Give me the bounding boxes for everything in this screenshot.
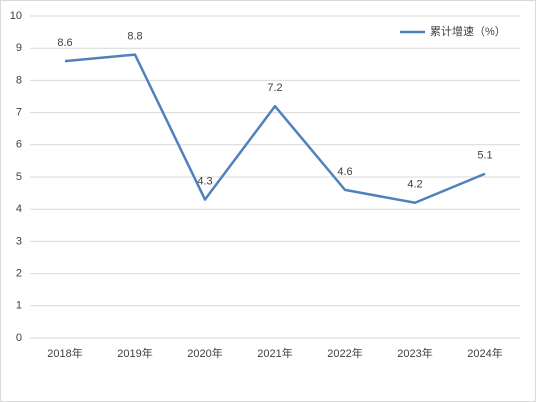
x-tick-label: 2024年 <box>467 346 502 360</box>
data-label: 7.2 <box>267 82 282 94</box>
data-label: 5.1 <box>477 150 492 162</box>
x-tick-label: 2019年 <box>117 346 152 360</box>
y-tick-label: 6 <box>16 139 22 151</box>
x-tick-label: 2023年 <box>397 346 432 360</box>
y-tick-label: 10 <box>10 10 22 22</box>
x-tick-label: 2018年 <box>47 346 82 360</box>
data-label: 4.2 <box>407 179 422 191</box>
data-label: 4.3 <box>197 175 212 187</box>
series-line <box>64 53 486 205</box>
y-tick-label: 7 <box>16 107 22 119</box>
y-tick-label: 8 <box>16 74 22 86</box>
y-tick-label: 2 <box>16 268 22 280</box>
legend-label: 累计增速（%） <box>430 24 506 38</box>
y-tick-label: 9 <box>16 42 22 54</box>
y-tick-label: 0 <box>16 332 22 344</box>
data-label: 8.6 <box>57 37 72 49</box>
y-tick-label: 4 <box>16 203 22 215</box>
data-label: 4.6 <box>337 166 352 178</box>
y-tick-label: 5 <box>16 171 22 183</box>
x-tick-label: 2020年 <box>187 346 222 360</box>
x-tick-label: 2021年 <box>257 346 292 360</box>
y-tick-label: 3 <box>16 235 22 247</box>
data-label: 8.8 <box>127 31 142 43</box>
y-tick-label: 1 <box>16 300 22 312</box>
x-tick-label: 2022年 <box>327 346 362 360</box>
